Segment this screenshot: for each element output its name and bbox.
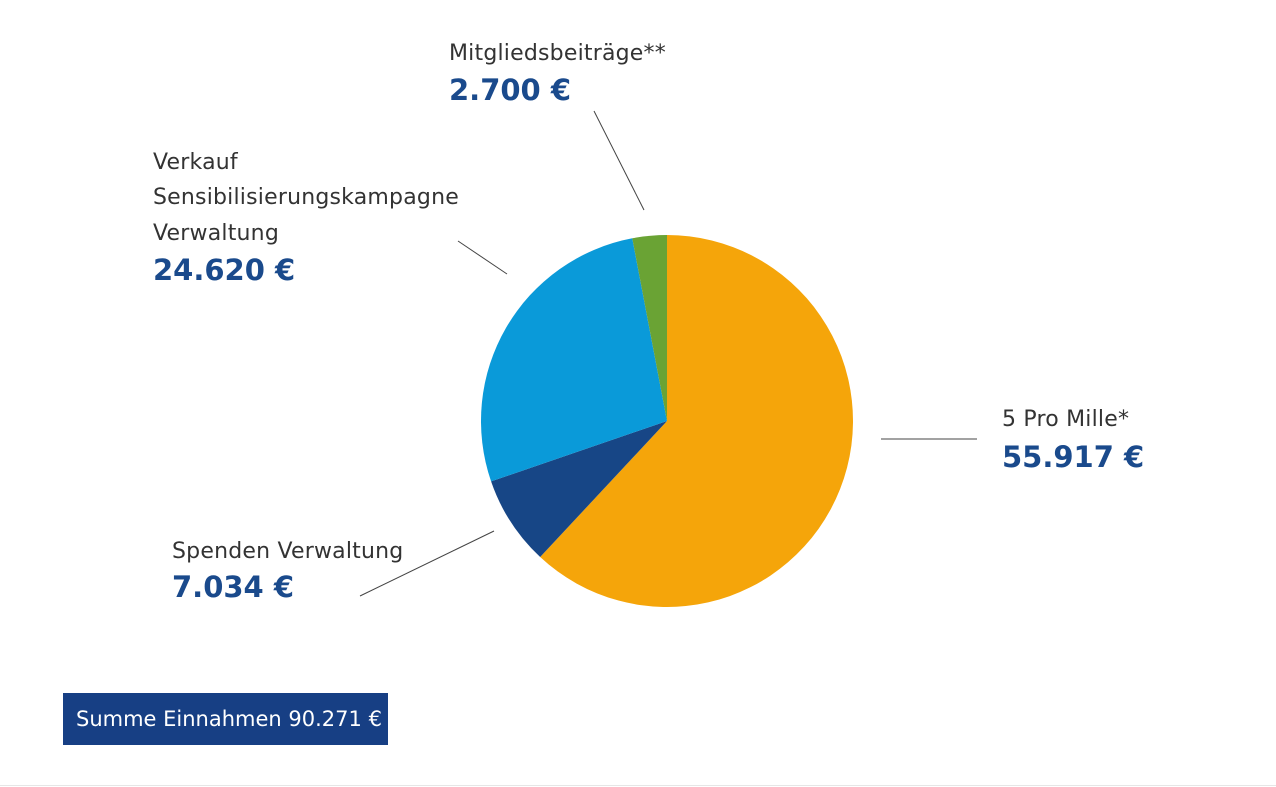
slice-value-spenden: 7.034 €	[172, 570, 295, 604]
pie-slice-verkauf	[480, 238, 667, 482]
pie-slice-spenden	[491, 421, 667, 558]
bottom-divider	[0, 785, 1276, 786]
slice-label-spenden: Spenden Verwaltung	[172, 539, 404, 564]
total-income-box: Summe Einnahmen 90.271 €	[63, 693, 388, 745]
leader-lines	[359, 110, 977, 597]
slice-value-5-pro-mille: 55.917 €	[1002, 440, 1145, 474]
pie-slice-mitglieds	[632, 234, 667, 421]
slice-label-verkauf-line3: Verwaltung	[153, 221, 279, 246]
pie-slices	[480, 234, 854, 607]
slice-label-5-pro-mille: 5 Pro Mille*	[1002, 407, 1130, 432]
slice-value-verkauf: 24.620 €	[153, 253, 296, 287]
leader-line-spenden	[359, 530, 495, 597]
leader-line-verkauf	[457, 240, 508, 275]
slice-label-mitglieds: Mitgliedsbeiträge**	[449, 41, 666, 66]
leader-line-mitglieds	[593, 110, 645, 211]
slice-label-verkauf-line2: Sensibilisierungskampagne	[153, 185, 459, 210]
pie-slice-5-pro-mille	[540, 235, 854, 607]
slice-label-verkauf-line1: Verkauf	[153, 150, 238, 175]
slice-value-mitglieds: 2.700 €	[449, 73, 572, 107]
